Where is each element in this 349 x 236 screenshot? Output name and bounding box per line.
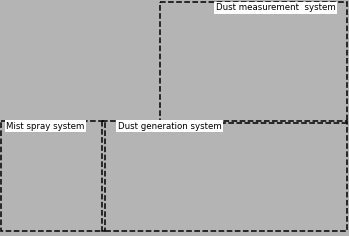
Bar xyxy=(160,2,347,123)
Text: Dust measurement  system: Dust measurement system xyxy=(216,3,335,12)
Bar xyxy=(1,121,105,231)
Text: Dust generation system: Dust generation system xyxy=(118,122,222,131)
Bar xyxy=(102,121,347,231)
Text: Mist spray system: Mist spray system xyxy=(6,122,85,131)
